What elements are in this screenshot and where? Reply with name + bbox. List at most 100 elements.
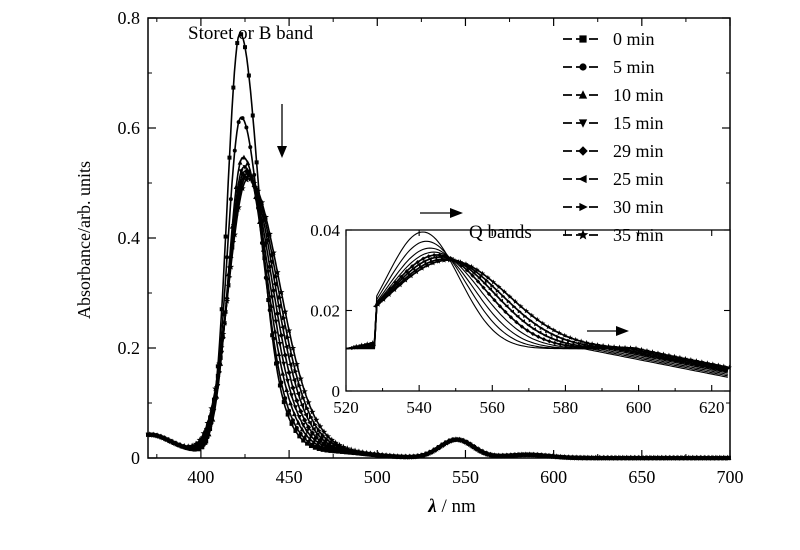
inset-data-point [644,347,650,354]
data-point [276,303,281,309]
data-point [371,450,378,457]
inset-data-point [523,308,529,314]
right-arrow-icon [420,208,463,218]
inset-data-point [677,354,683,360]
data-point [281,361,287,367]
data-point [275,360,280,365]
legend-item: 10 min [563,85,664,105]
inset-data-point [514,320,519,325]
inset-data-point [605,343,612,349]
legend-item: 25 min [563,169,664,189]
data-point [312,421,318,427]
data-point [294,425,299,430]
inset-data-point [424,261,429,266]
data-point [317,438,323,444]
inset-data-point [506,299,511,304]
data-point [212,385,219,392]
legend-marker [579,202,588,212]
inset-data-point [638,346,645,352]
legend-label: 29 min [613,141,664,161]
inset-data-point [375,301,381,307]
data-point [305,405,310,411]
legend-label: 30 min [613,197,664,217]
inset-data-point [536,334,541,339]
data-point [246,173,252,179]
data-point [307,420,312,426]
data-point [237,159,243,165]
inset-data-point [553,338,558,343]
data-point [208,405,215,412]
data-point [296,415,302,420]
x-tick-label: 500 [364,467,391,487]
data-point [320,428,328,435]
legend-label: 10 min [613,85,664,105]
legend-marker [578,146,588,156]
data-point [303,412,309,418]
data-point [314,431,320,437]
data-point [307,436,313,442]
data-point [228,197,233,202]
inset-data-point [545,329,550,334]
x-axis-unit: / nm [437,496,476,517]
data-point [241,154,247,160]
inset-data-point [563,343,568,348]
inset-data-point [490,283,495,288]
data-point [313,416,320,423]
inset-data-point [558,342,563,347]
data-point [347,446,355,453]
data-point [240,116,245,121]
data-point [287,362,293,367]
inset-data-point [561,336,566,341]
inset-data-point [622,344,628,350]
inset-data-point [569,344,574,349]
inset-data-point [408,273,414,279]
data-point [316,423,324,430]
data-point [250,179,258,186]
inset-data-point [488,287,493,292]
inset-data-point [421,256,426,261]
inset-data-point [688,357,694,363]
inset-data-point [534,316,540,322]
inset-data-point [512,298,518,304]
data-point [308,414,314,420]
inset-y-tick-label: 0.04 [310,221,340,240]
data-point [293,360,301,367]
inset-data-point [655,350,661,356]
data-point [318,436,324,441]
data-point [278,332,284,339]
data-point [173,440,180,447]
inset-data-point [715,362,721,368]
data-point [246,73,251,78]
y-axis-label: Absorbance/arb. units [74,161,94,319]
inset-data-point [486,291,492,297]
data-point [313,434,319,441]
data-point [232,148,237,153]
data-point [177,441,184,449]
inset-data-point [633,345,639,351]
data-point [274,311,281,317]
data-point [433,445,440,452]
data-point [265,269,271,275]
x-tick-label: 650 [628,467,655,487]
inset-data-point [415,259,420,265]
inset-data-point [534,322,539,327]
data-point [278,288,285,295]
data-point [324,433,332,440]
inset-data-point [600,342,606,348]
data-point [476,446,483,454]
inset-data-point [496,284,502,290]
inset-data-point [429,259,434,264]
data-point [298,431,303,436]
data-point [258,199,266,206]
data-point [238,169,244,175]
data-point [413,452,421,459]
inset-data-point [419,265,425,271]
inset-data-point [370,340,376,346]
data-point [216,360,223,367]
inset-data-point [402,277,409,283]
inset-series-5-min [346,240,728,377]
inset-data-point [446,257,453,263]
data-point [271,336,276,341]
data-point [196,436,204,443]
data-point [157,433,165,440]
